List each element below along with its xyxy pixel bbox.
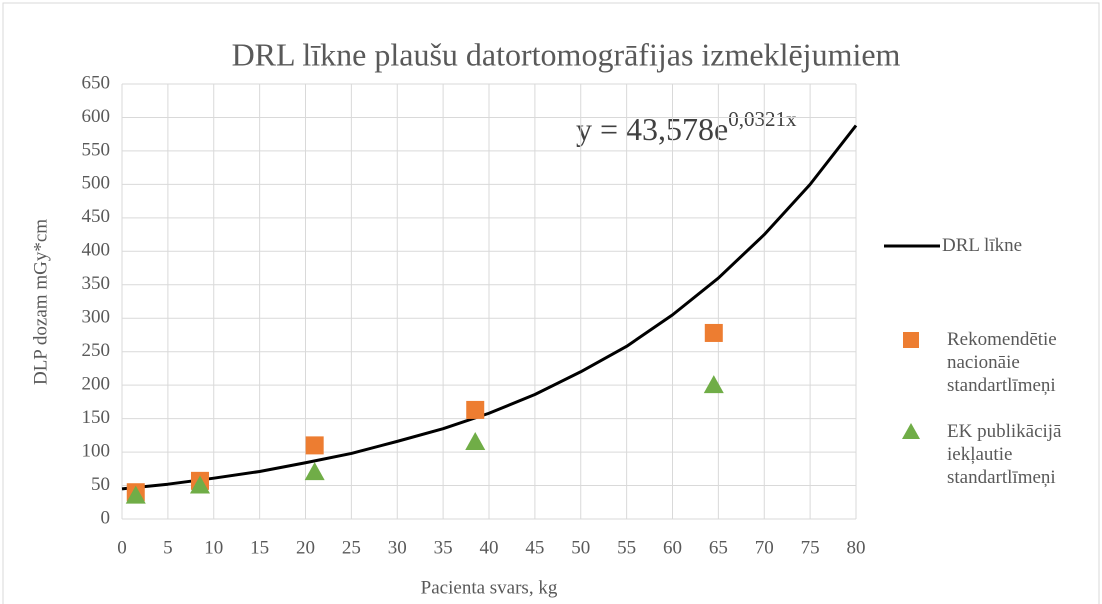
y-tick-label: 450 xyxy=(82,206,111,227)
x-tick-label: 30 xyxy=(388,537,407,558)
legend-label: EK publikācijā iekļautie standartlīmeņi xyxy=(947,421,1062,488)
triangle-marker xyxy=(703,375,724,394)
square-marker xyxy=(466,400,485,419)
x-tick-label: 45 xyxy=(525,537,544,558)
x-tick-label: 75 xyxy=(801,537,820,558)
x-tick-label: 5 xyxy=(163,537,173,558)
y-tick-label: 50 xyxy=(91,474,110,495)
equation-exponent: 0,0321x xyxy=(728,107,797,131)
y-axis-label: DLP dozam mGy*cm xyxy=(30,219,51,385)
square-marker xyxy=(305,436,324,455)
x-tick-label: 55 xyxy=(617,537,636,558)
y-tick-label: 600 xyxy=(82,106,111,127)
y-tick-label: 500 xyxy=(82,173,111,194)
y-tick-label: 300 xyxy=(82,307,111,328)
x-tick-label: 35 xyxy=(434,537,453,558)
x-tick-label: 60 xyxy=(663,537,682,558)
y-tick-label: 200 xyxy=(82,374,111,395)
x-tick-label: 80 xyxy=(847,537,866,558)
y-tick-label: 350 xyxy=(82,273,111,294)
y-tick-label: 400 xyxy=(82,240,111,261)
x-tick-label: 10 xyxy=(204,537,223,558)
triangle-marker xyxy=(304,462,325,481)
y-tick-label: 250 xyxy=(82,340,111,361)
chart-title: DRL līkne plaušu datortomogrāfijas izmek… xyxy=(232,36,901,72)
triangle-marker xyxy=(465,432,486,451)
x-tick-label: 25 xyxy=(342,537,361,558)
x-tick-label: 50 xyxy=(571,537,590,558)
y-tick-label: 0 xyxy=(101,507,111,528)
y-tick-label: 550 xyxy=(82,139,111,160)
legend-triangle xyxy=(902,423,920,439)
x-tick-label: 20 xyxy=(296,537,315,558)
y-tick-label: 100 xyxy=(82,440,111,461)
x-tick-label: 15 xyxy=(250,537,269,558)
legend-square xyxy=(903,332,919,348)
triangle-marker xyxy=(125,485,146,504)
y-tick-label: 150 xyxy=(82,407,111,428)
equation-main: y = 43,578e xyxy=(576,111,728,147)
y-tick-label: 650 xyxy=(82,72,111,93)
x-tick-label: 65 xyxy=(709,537,728,558)
legend-label: Rekomendētie nacionāie standartlīmeņi xyxy=(947,329,1057,396)
curve xyxy=(121,124,858,491)
x-tick-label: 0 xyxy=(117,537,127,558)
x-tick-label: 40 xyxy=(480,537,499,558)
legend-label: DRL līkne xyxy=(942,235,1023,256)
square-marker xyxy=(704,323,723,342)
x-axis-label: Pacienta svars, kg xyxy=(421,577,558,598)
triangle-marker xyxy=(189,475,210,494)
x-tick-label: 70 xyxy=(755,537,774,558)
